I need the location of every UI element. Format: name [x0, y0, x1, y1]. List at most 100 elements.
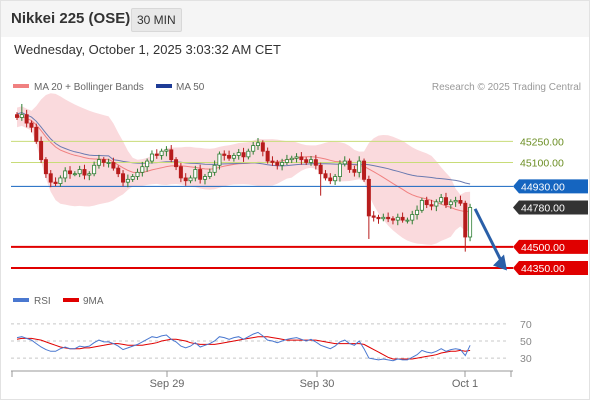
candle-body — [207, 171, 212, 177]
candle-body — [280, 162, 285, 166]
candle-body — [188, 177, 193, 182]
candle-body — [101, 159, 106, 163]
bollinger-bands — [16, 93, 471, 245]
rsi-ma-legend-label: 9MA — [83, 296, 104, 307]
candle-body — [217, 153, 222, 166]
candle-body — [174, 159, 179, 168]
candle-body — [92, 164, 97, 175]
candle-body — [357, 160, 362, 173]
ma50-legend-swatch — [156, 84, 172, 88]
candle-body — [400, 216, 405, 221]
candle-body — [227, 155, 232, 159]
rsi-legend-label: RSI — [34, 296, 51, 307]
candle-body — [439, 197, 444, 203]
candle-body — [39, 140, 44, 161]
candle-body — [270, 160, 275, 163]
candle-body — [260, 142, 265, 152]
candle-body — [202, 176, 207, 180]
instrument-title: Nikkei 225 (OSE) — [11, 10, 131, 27]
candle-body — [29, 122, 34, 128]
candle-body — [429, 204, 434, 207]
price-tag-support — [513, 260, 588, 275]
candle-body — [193, 169, 198, 179]
price-tag-label-support: 44500.00 — [521, 242, 565, 254]
candle-body — [395, 216, 400, 221]
candle-body — [198, 169, 203, 180]
candle-body — [255, 142, 260, 146]
candle-body — [48, 173, 53, 183]
rsi-tick-label: 30 — [520, 353, 532, 365]
candle-body — [24, 114, 29, 124]
candle-body — [463, 202, 468, 238]
candle-body — [443, 197, 448, 206]
level-label-resistance: 45100.00 — [520, 157, 564, 169]
rsi-tick-label: 50 — [520, 336, 532, 348]
candle-body — [371, 215, 376, 218]
candle-body — [415, 209, 420, 215]
candle-body — [96, 159, 101, 166]
candle-body — [333, 176, 338, 182]
price-tag-support — [513, 239, 588, 254]
forecast-arrow-shaft — [473, 208, 503, 262]
x-tick-label: Oct 1 — [452, 378, 478, 390]
candle-body — [299, 156, 304, 161]
candle-body — [323, 173, 328, 179]
x-tick-label: Sep 30 — [300, 378, 335, 390]
candle-body — [366, 178, 371, 217]
candle-body — [390, 218, 395, 221]
candle-body — [352, 169, 357, 173]
candle-body — [337, 163, 342, 177]
rsi-ma-legend-swatch — [63, 298, 79, 302]
price-legend: MA 20 + Bollinger Bands MA 50 Research ©… — [13, 82, 581, 93]
candle-body — [34, 126, 39, 142]
bollinger-legend-swatch — [13, 84, 29, 88]
candle-body — [313, 159, 318, 166]
candle-body — [14, 114, 19, 118]
header-bar: Nikkei 225 (OSE) 30 MIN — [1, 1, 589, 37]
price-levels — [11, 140, 513, 269]
x-tick-label: Sep 29 — [150, 378, 185, 390]
candle-body — [140, 166, 145, 173]
candle-body — [183, 177, 188, 182]
forecast-arrow-head — [493, 254, 507, 271]
candle-body — [116, 167, 121, 175]
candle-body — [222, 153, 227, 156]
candle-body — [169, 149, 174, 161]
candle-body — [246, 150, 251, 158]
rsi-ma-line — [16, 336, 471, 360]
candle-body — [121, 173, 126, 183]
candle-body — [231, 155, 236, 159]
candle-body — [87, 173, 92, 176]
candle-body — [82, 169, 87, 176]
candle-body — [111, 162, 116, 169]
candle-body — [453, 200, 458, 203]
candle-body — [362, 160, 367, 180]
candle-body — [468, 207, 473, 238]
candle-body — [58, 177, 63, 184]
price-tag-label-current: 44930.00 — [521, 181, 565, 193]
candle-body — [130, 176, 135, 180]
candle-body — [318, 164, 323, 175]
candle-body — [145, 160, 150, 168]
candle-body — [43, 159, 48, 175]
ma50-legend-label: MA 50 — [176, 82, 205, 93]
price-tag-current — [513, 179, 588, 194]
candlesticks — [14, 103, 473, 252]
candle-body — [294, 156, 299, 159]
candle-body — [164, 149, 169, 152]
candle-body — [154, 153, 159, 156]
candle-body — [284, 159, 289, 163]
candle-body — [304, 159, 309, 163]
candle-body — [448, 201, 453, 206]
timeframe-button[interactable]: 30 MIN — [131, 8, 182, 32]
candle-body — [347, 160, 352, 170]
price-tag-label-last: 44780.00 — [521, 202, 565, 214]
bollinger-band-fill — [17, 93, 471, 245]
candle-body — [159, 150, 164, 156]
rsi-line — [16, 331, 471, 362]
candle-body — [275, 162, 280, 166]
candle-body — [386, 216, 391, 220]
candle-body — [125, 178, 130, 183]
candle-body — [289, 157, 294, 161]
